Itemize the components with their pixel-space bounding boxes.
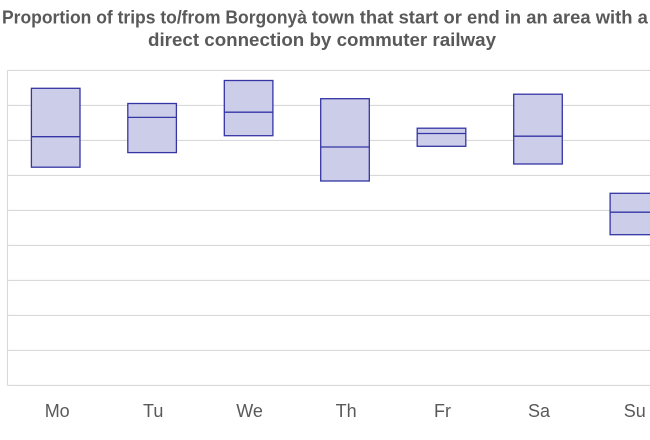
svg-text:Th: Th (336, 401, 357, 421)
svg-text:Proportion of trips to/from Bo: Proportion of trips to/from Borgonyà (2, 7, 308, 27)
svg-text:direct connection by commuter: direct connection by commuter railway (148, 30, 496, 50)
svg-text:town that start or end in an a: town that start or end in an area with a (312, 7, 649, 27)
svg-text:Sa: Sa (528, 401, 551, 421)
svg-text:Mo: Mo (45, 401, 70, 421)
svg-text:Fr: Fr (434, 401, 451, 421)
svg-text:Su: Su (624, 401, 646, 421)
svg-text:We: We (236, 401, 263, 421)
svg-text:Tu: Tu (143, 401, 163, 421)
